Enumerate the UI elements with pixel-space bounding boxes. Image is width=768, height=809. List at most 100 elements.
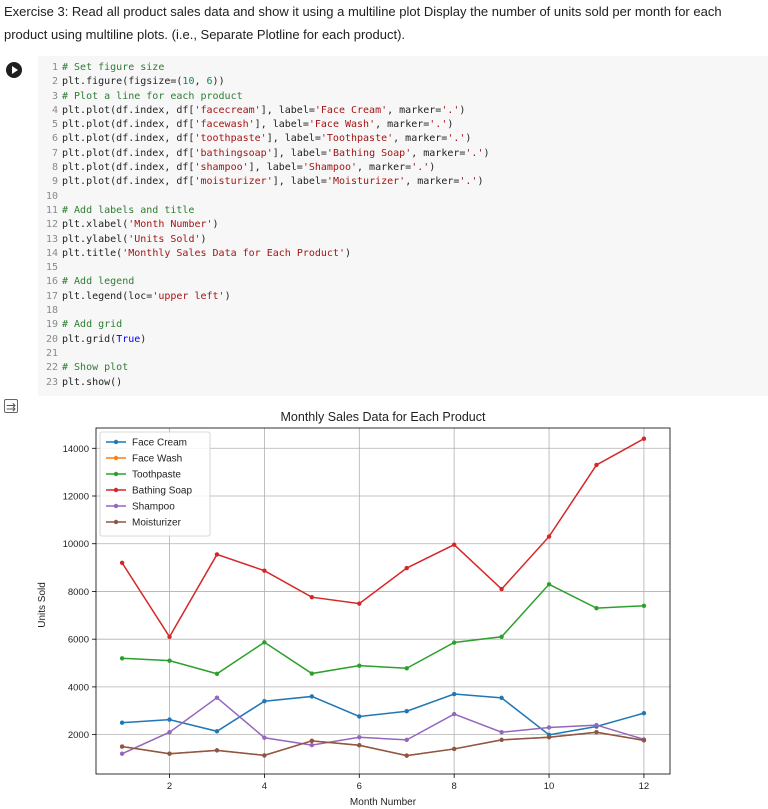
code-line: 6 plt.plot(df.index, df['toothpaste'], la… — [51, 133, 472, 145]
code-line: 8 plt.plot(df.index, df['shampoo'], label… — [51, 162, 436, 174]
x-tick-label: 10 — [544, 781, 555, 792]
legend-label: Bathing Soap — [132, 486, 192, 497]
chart-axes: 2 4 6 8 10 12 2000 4000 6000 8000 10000 12000 14000 — [63, 444, 650, 792]
play-icon[interactable] — [6, 62, 22, 78]
data-point — [404, 666, 409, 671]
data-point — [499, 586, 504, 592]
data-point — [119, 560, 125, 566]
data-point — [641, 710, 647, 716]
data-point — [641, 436, 647, 441]
data-point — [404, 709, 409, 714]
code-line: 22 # Show plot — [46, 362, 129, 374]
y-tick-label: 8000 — [68, 587, 89, 598]
y-tick-label: 14000 — [63, 444, 89, 455]
data-point — [546, 534, 552, 539]
series-line — [122, 693, 645, 736]
code-line: 12 plt.xlabel('Month Number') — [46, 219, 219, 231]
x-tick-label: 12 — [639, 781, 650, 792]
data-point — [214, 671, 220, 676]
output-toggle-icon[interactable]: ⇉ — [4, 399, 18, 414]
series-toothpaste — [119, 582, 647, 676]
data-point — [262, 735, 267, 740]
data-point — [594, 722, 599, 728]
data-point — [357, 714, 362, 719]
data-point — [451, 691, 457, 697]
series-shampoo — [119, 695, 647, 756]
data-point — [309, 694, 315, 699]
data-point — [262, 699, 267, 704]
data-point — [119, 744, 125, 749]
series-line — [122, 583, 644, 675]
data-point — [309, 671, 315, 676]
legend-label: Face Cream — [132, 438, 187, 449]
code-line: 19 # Add grid — [46, 319, 123, 331]
data-point — [451, 746, 457, 752]
legend-marker — [113, 519, 119, 525]
data-point — [594, 605, 599, 611]
data-point — [167, 730, 172, 735]
data-point — [451, 542, 457, 547]
chart-title: Monthly Sales Data for Each Product — [281, 410, 486, 424]
y-tick-label: 2000 — [68, 730, 89, 741]
code-line: 2 plt.figure(figsize=(10, 6)) — [51, 76, 225, 88]
data-point — [262, 568, 267, 573]
data-point — [451, 711, 457, 717]
data-point — [546, 725, 552, 730]
legend-marker — [113, 487, 119, 493]
data-point — [214, 695, 220, 700]
data-point — [357, 735, 362, 740]
code-line: 10 — [46, 190, 59, 202]
series-line — [121, 731, 645, 757]
code-line: 15 — [46, 262, 59, 274]
code-cell[interactable]: 1 # Set figure size 2 plt.figure(figsize=(1… — [0, 50, 768, 396]
code-line: 23 plt.show() — [46, 376, 123, 388]
code-line: 1 # Set figure size — [51, 62, 165, 73]
data-point — [214, 748, 220, 753]
legend-box — [99, 431, 211, 537]
y-tick-label: 6000 — [68, 635, 89, 646]
x-tick-label: 2 — [167, 781, 172, 792]
legend-marker — [113, 503, 119, 509]
code-line: 16 # Add legend — [46, 276, 135, 288]
legend-label: Shampoo — [132, 502, 175, 513]
legend-label: Face Wash — [132, 454, 182, 465]
legend-marker — [113, 439, 119, 445]
data-point — [214, 552, 220, 557]
data-point — [499, 730, 504, 735]
code-editor[interactable]: 1 # Set figure size 2 plt.figure(figsize=(1… — [38, 56, 768, 396]
plot-area-frame — [95, 427, 671, 775]
code-line: 17 plt.legend(loc='upper left') — [46, 290, 231, 302]
series-moisturizer — [119, 730, 647, 758]
data-point — [641, 603, 647, 608]
data-point — [119, 656, 125, 661]
data-point — [167, 751, 172, 756]
x-tick-label: 4 — [262, 781, 267, 792]
exercise-instructions: Exercise 3: Read all product sales data … — [4, 4, 722, 42]
code-line: 14 plt.title('Monthly Sales Data for Each… — [46, 247, 352, 259]
legend-marker — [113, 455, 119, 461]
data-point — [451, 640, 457, 645]
code-line: 11 # Add labels and title — [46, 204, 195, 216]
data-point — [404, 565, 409, 571]
code-line: 21 — [46, 347, 59, 359]
data-point — [546, 735, 552, 740]
data-point — [214, 729, 220, 734]
chart-series — [119, 436, 647, 758]
code-line: 13 plt.ylabel('Units Sold') — [46, 233, 207, 245]
y-tick-label: 4000 — [68, 682, 89, 693]
series-face-wash — [119, 730, 647, 758]
data-point — [404, 737, 409, 743]
series-bathing-soap — [119, 436, 647, 639]
code-line: 4 plt.plot(df.index, df['facecream'], lab… — [51, 104, 466, 116]
legend-marker — [113, 471, 119, 477]
code-line: 3 # Plot a line for each product — [51, 90, 243, 102]
code-line: 9 plt.plot(df.index, df['moisturizer'], l… — [51, 176, 484, 188]
data-point — [167, 634, 172, 639]
legend-label: Moisturizer — [132, 518, 182, 529]
data-point — [357, 663, 362, 668]
data-point — [357, 601, 362, 606]
y-tick-label: 10000 — [63, 539, 89, 550]
data-point — [546, 582, 552, 587]
data-point — [499, 695, 504, 701]
data-point — [167, 658, 172, 663]
